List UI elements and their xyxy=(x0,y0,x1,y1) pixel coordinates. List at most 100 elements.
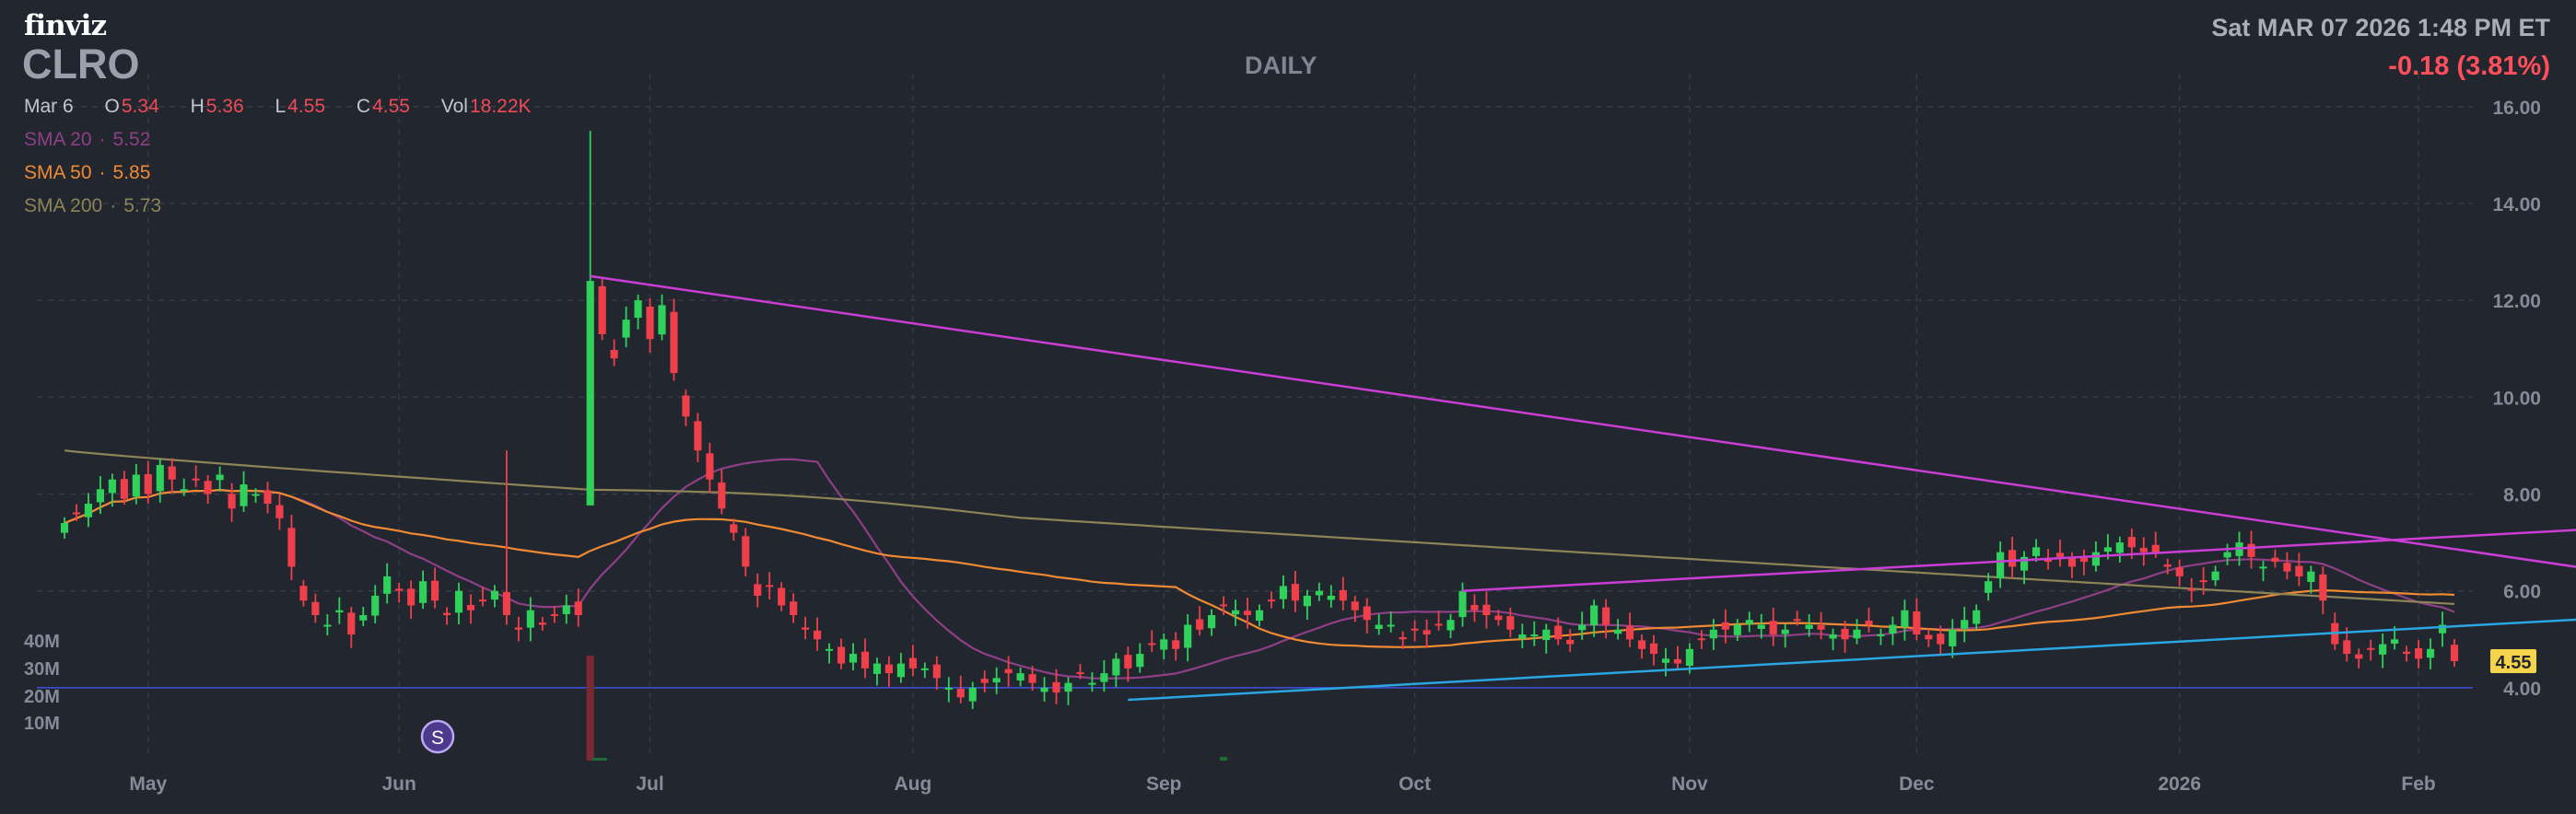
candle-body xyxy=(1769,621,1777,635)
sma20-value: 5.52 xyxy=(112,129,151,150)
candle-body xyxy=(2259,566,2267,569)
month-tick-label: Nov xyxy=(1671,773,1708,795)
volume-bar xyxy=(1220,757,1228,761)
candle-body xyxy=(1148,643,1156,645)
high-value: 5.36 xyxy=(205,96,244,117)
candle-body xyxy=(216,474,224,481)
candle-body xyxy=(2438,624,2447,634)
candle-body xyxy=(944,687,953,690)
candle-body xyxy=(371,595,380,616)
sma200-value: 5.73 xyxy=(123,195,162,216)
candle-body xyxy=(1004,669,1013,674)
price-tick-label: 16.00 xyxy=(2492,98,2541,119)
candle-body xyxy=(634,300,642,319)
candle-body xyxy=(2067,557,2077,567)
candle-body xyxy=(1411,628,1419,631)
candle-body xyxy=(1208,615,1216,629)
candle-body xyxy=(1088,682,1096,685)
candle-body xyxy=(1100,673,1108,682)
candle-body xyxy=(956,688,965,698)
timestamp: Sat MAR 07 2026 1:48 PM ET xyxy=(2211,14,2550,41)
candle-body xyxy=(1016,673,1025,680)
volume-bar xyxy=(591,758,607,761)
candle-body xyxy=(610,350,618,359)
candle-body xyxy=(1673,658,1682,664)
candle-body xyxy=(120,479,128,499)
candle-body xyxy=(802,627,810,630)
candle-body xyxy=(1124,655,1132,669)
candle-body xyxy=(323,624,332,627)
candle-body xyxy=(2115,542,2124,553)
candle-body xyxy=(2283,563,2291,572)
candle-body xyxy=(1506,616,1515,630)
candle-body xyxy=(1877,634,1885,637)
candle-body xyxy=(299,586,308,601)
month-tick-label: Jun xyxy=(381,773,416,795)
candle-body xyxy=(1315,590,1323,596)
candle-body xyxy=(311,601,320,615)
candle-body xyxy=(1482,604,1491,615)
candle-body xyxy=(908,657,917,669)
candle-body xyxy=(1375,624,1383,629)
sma50-legend[interactable]: SMA 50 · 5.85 xyxy=(24,162,151,183)
candle-body xyxy=(1949,629,1957,646)
candle-body xyxy=(790,601,798,615)
candle-body xyxy=(896,663,905,678)
candle-body xyxy=(359,615,368,621)
candle-body xyxy=(192,478,200,481)
volume-tick-label: 20M xyxy=(24,687,60,707)
sma200-label: SMA 200 xyxy=(24,195,103,216)
candle-body xyxy=(2008,550,2017,567)
candle-body xyxy=(168,466,176,480)
candle-body xyxy=(646,306,654,340)
candle-body xyxy=(1614,629,1622,634)
candle-body xyxy=(706,453,714,480)
candle-body xyxy=(1184,624,1192,648)
candle-body xyxy=(84,504,93,517)
sma200-legend[interactable]: SMA 200 · 5.73 xyxy=(24,195,162,216)
candle-body xyxy=(837,646,846,664)
candle-body xyxy=(1566,639,1575,645)
sma20-legend[interactable]: SMA 20 · 5.52 xyxy=(24,129,151,150)
candle-body xyxy=(1458,590,1467,618)
candle-body xyxy=(132,474,140,497)
candle-body xyxy=(1196,619,1204,630)
candle-body xyxy=(538,622,546,625)
price-tick-label: 14.00 xyxy=(2492,194,2541,215)
candle-body xyxy=(1733,624,1741,635)
finviz-logo[interactable]: finviz xyxy=(24,9,107,42)
candle-body xyxy=(526,610,534,628)
sma20-label: SMA 20 xyxy=(24,129,92,150)
candle-body xyxy=(562,605,570,614)
candle-body xyxy=(658,305,666,335)
candle-body xyxy=(1267,599,1276,602)
candle-body xyxy=(849,654,858,663)
sma50-label: SMA 50 xyxy=(24,162,92,183)
candle-body xyxy=(478,599,487,602)
candle-body xyxy=(682,395,690,417)
volume-bar xyxy=(586,656,594,761)
candle-body xyxy=(2020,556,2029,571)
candle-body xyxy=(2055,552,2065,557)
candle-body xyxy=(1052,681,1060,693)
ohlc-date: Mar 6 xyxy=(24,96,74,117)
candle-body xyxy=(2426,648,2435,658)
candle-body xyxy=(1387,624,1395,627)
month-tick-label: Feb xyxy=(2401,773,2435,795)
candle-body xyxy=(1160,639,1168,650)
candle-body xyxy=(1901,610,1909,627)
candle-body xyxy=(2091,552,2100,566)
candle-body xyxy=(1853,629,1861,639)
candle-body xyxy=(2223,552,2231,558)
candle-body xyxy=(490,590,498,600)
open-value: 5.34 xyxy=(121,96,159,117)
volume-tick-label: 40M xyxy=(24,632,60,652)
candle-body xyxy=(144,473,152,494)
interval-label: DAILY xyxy=(1245,52,1317,79)
candle-body xyxy=(2139,547,2148,552)
candle-body xyxy=(1231,610,1240,615)
candle-body xyxy=(2379,644,2387,655)
candle-body xyxy=(754,584,762,596)
candle-body xyxy=(2043,559,2053,563)
